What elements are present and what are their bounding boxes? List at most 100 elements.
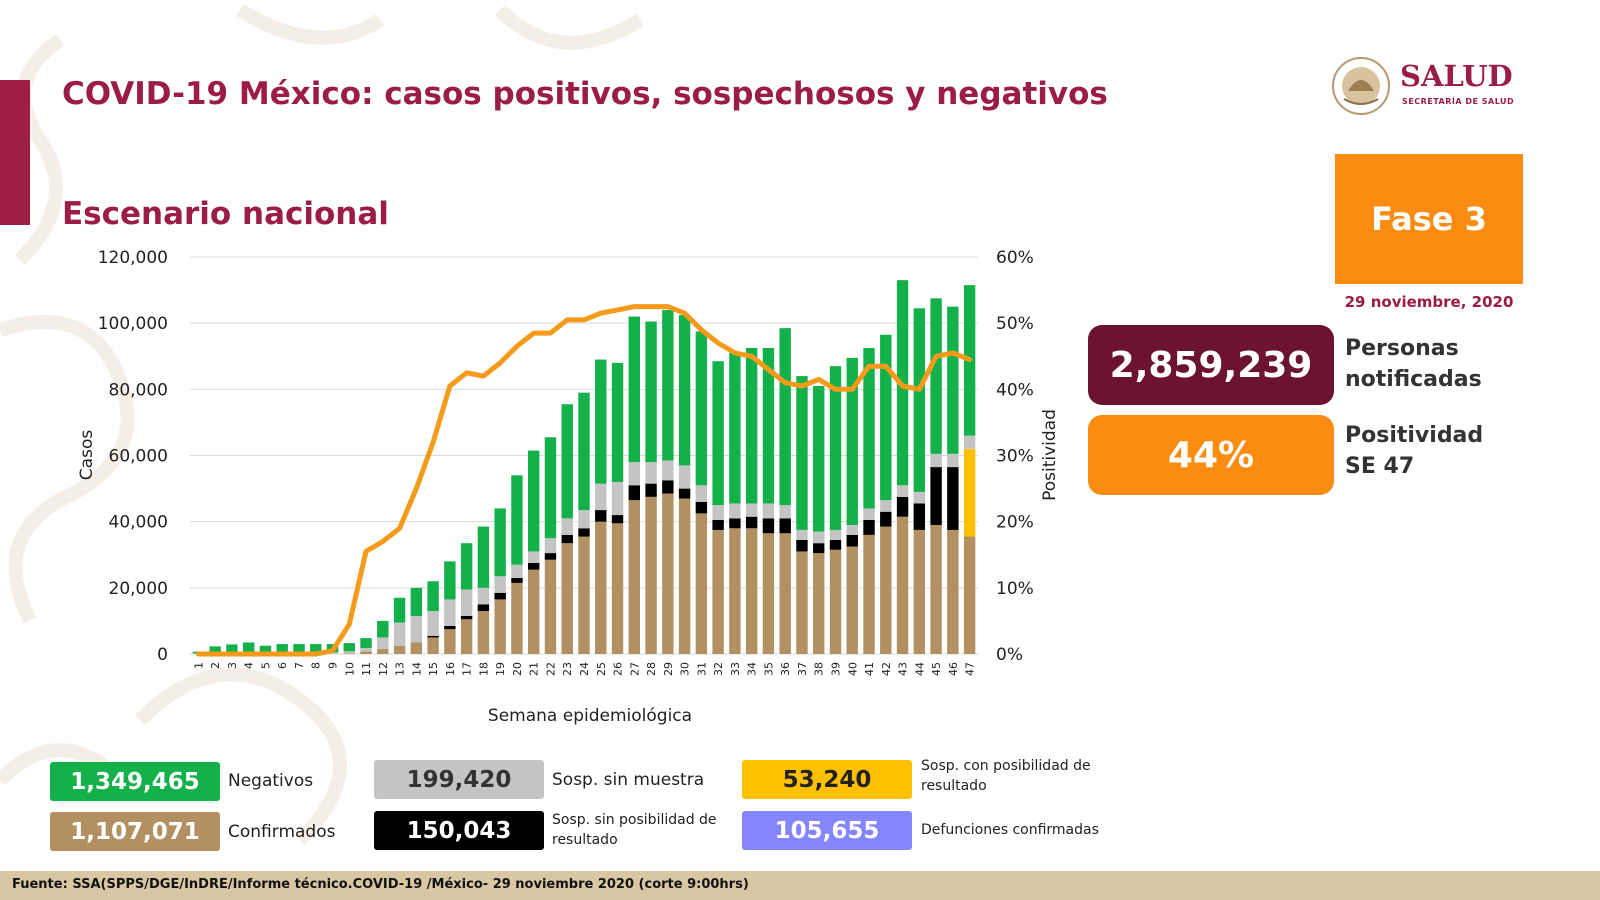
x-tick-label: 2 <box>209 662 222 669</box>
bar-segment <box>544 538 557 554</box>
bar-segment <box>410 615 423 643</box>
bar-segment <box>662 460 674 481</box>
bar-segment <box>829 539 842 550</box>
y-tick-label: 0 <box>157 645 168 665</box>
bar-segment <box>494 592 506 600</box>
kpi-positivity-value: 44% <box>1088 415 1334 495</box>
bar-segment <box>846 357 858 525</box>
bar-segment <box>427 610 439 636</box>
bar-segment <box>477 604 490 611</box>
bar-segment <box>494 599 506 654</box>
bar-segment <box>712 529 724 654</box>
y-tick-label: 100,000 <box>98 314 168 334</box>
bar-segment <box>813 553 825 654</box>
bar-segment <box>494 576 506 593</box>
kpi-positivity-label-line1: Positividad <box>1345 423 1484 448</box>
salud-logo: SALUD SECRETARÍA DE SALUD <box>1330 55 1535 125</box>
bar-segment <box>611 515 624 524</box>
bar-segment <box>427 637 439 654</box>
x-tick-label: 11 <box>360 662 373 676</box>
bar-segment <box>528 569 540 654</box>
bar-segment <box>762 503 775 519</box>
y2-tick-label: 50% <box>996 314 1034 334</box>
legend-con-posibilidad-value: 53,240 <box>742 760 912 799</box>
bar-segment <box>963 448 976 537</box>
bar-segment <box>779 533 791 654</box>
legend-con-posibilidad-label-line1: Sosp. con posibilidad de <box>921 758 1091 774</box>
bar-segment <box>360 648 372 652</box>
y-tick-label: 120,000 <box>98 248 168 268</box>
logo-subtitle: SECRETARÍA DE SALUD <box>1402 97 1515 106</box>
y2-tick-label: 10% <box>996 579 1034 599</box>
bar-segment <box>796 529 808 540</box>
x-tick-label: 33 <box>729 662 742 676</box>
x-tick-label: 42 <box>880 662 893 676</box>
bar-segment <box>729 352 741 504</box>
x-tick-label: 38 <box>813 662 826 676</box>
bar-segment <box>846 524 858 535</box>
bar-segment <box>762 518 775 534</box>
bar-segment <box>444 629 456 654</box>
x-tick-label: 28 <box>645 662 658 676</box>
x-tick-label: 30 <box>679 662 692 676</box>
bar-segment <box>896 516 909 654</box>
legend-con-posibilidad-label-line2: resultado <box>921 778 987 794</box>
x-tick-label: 26 <box>612 662 625 676</box>
bar-segment <box>896 496 909 517</box>
bar-segment <box>276 644 288 653</box>
x-tick-label: 43 <box>897 662 910 676</box>
bar-segment <box>712 520 724 530</box>
bar-segment <box>427 581 439 611</box>
bar-segment <box>645 496 657 654</box>
x-tick-label: 44 <box>913 662 926 676</box>
bar-segment <box>628 485 640 501</box>
bar-segment <box>678 314 691 466</box>
x-axis-label: Semana epidemiológica <box>488 706 692 726</box>
bar-segment <box>695 501 708 514</box>
slide-title: COVID-19 México: casos positivos, sospec… <box>62 76 1108 112</box>
bar-segment <box>460 619 473 654</box>
bar-segment <box>259 645 272 653</box>
bar-segment <box>528 551 540 564</box>
bar-segment <box>712 505 724 521</box>
x-tick-label: 1 <box>192 662 205 669</box>
x-tick-label: 8 <box>310 662 323 669</box>
legend-sin-muestra-label: Sosp. sin muestra <box>552 770 705 790</box>
bar-segment <box>460 543 473 590</box>
bar-segment <box>880 334 892 501</box>
x-tick-label: 31 <box>695 662 708 676</box>
bar-segment <box>511 582 523 654</box>
report-date: 29 noviembre, 2020 <box>1344 293 1514 311</box>
x-tick-label: 36 <box>779 662 792 676</box>
bar-segment <box>460 589 473 616</box>
y-tick-label: 40,000 <box>109 513 168 533</box>
bar-segment <box>544 437 557 539</box>
y-tick-label: 60,000 <box>109 447 168 467</box>
bar-segment <box>963 435 976 449</box>
bar-segment <box>863 520 875 535</box>
bar-segment <box>880 526 892 654</box>
bar-segment <box>662 309 674 461</box>
bar-segment <box>444 599 456 626</box>
bar-segment <box>863 347 875 509</box>
x-tick-label: 25 <box>595 662 608 676</box>
bar-segment <box>796 376 808 530</box>
bar-segment <box>511 564 523 578</box>
x-tick-label: 24 <box>578 662 591 676</box>
x-tick-label: 45 <box>930 662 943 676</box>
bar-segment <box>410 642 423 654</box>
bar-segment <box>209 646 221 654</box>
y2-tick-label: 60% <box>996 248 1034 268</box>
bar-segment <box>595 521 607 654</box>
bar-segment <box>544 553 557 560</box>
bar-segment <box>662 480 674 494</box>
x-tick-label: 13 <box>394 662 407 676</box>
x-tick-label: 15 <box>427 662 440 676</box>
bar-segment <box>561 404 573 519</box>
bar-segment <box>729 503 741 519</box>
bar-segment <box>578 392 590 511</box>
bar-segment <box>477 526 490 588</box>
bar-segment <box>947 529 959 654</box>
y-axis-label: Casos <box>77 430 97 481</box>
y-tick-label: 80,000 <box>109 380 168 400</box>
